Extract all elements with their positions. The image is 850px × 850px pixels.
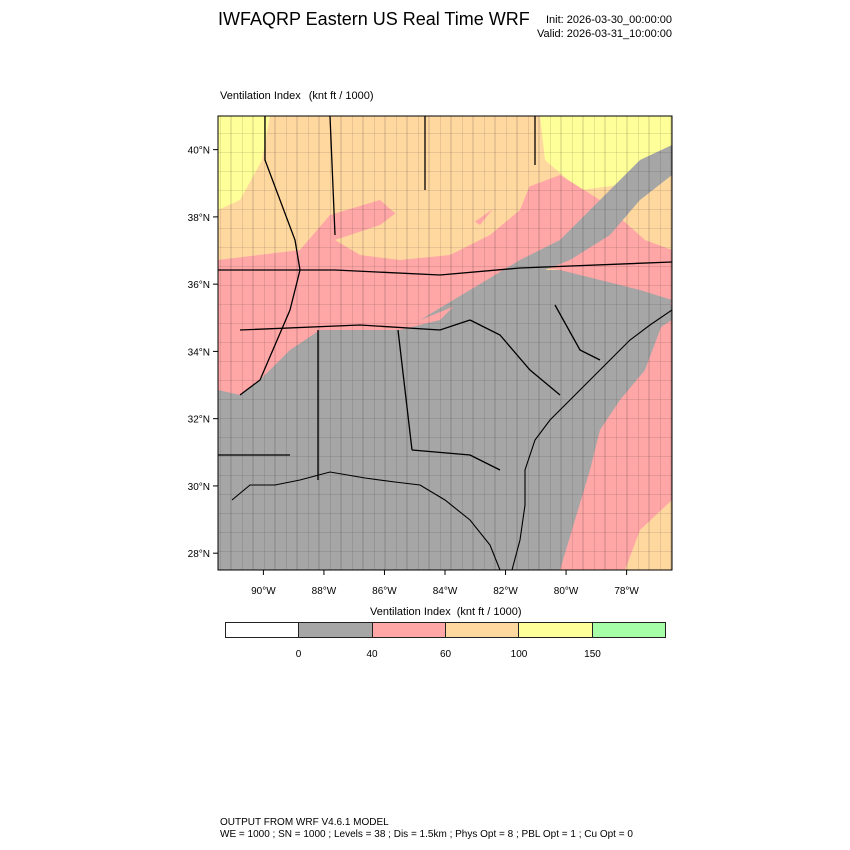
lon-tick-label: 78°W xyxy=(614,586,639,597)
coastline xyxy=(231,309,672,570)
latitude-ticks: 40°N 38°N 36°N 34°N 32°N 30°N 28°N xyxy=(188,146,218,560)
lat-tick-label: 30°N xyxy=(188,482,210,493)
colorbar-label: 60 xyxy=(439,649,452,660)
colorbar-segment xyxy=(226,623,300,637)
field-label: Ventilation Index (knt ft / 1000) xyxy=(220,90,374,102)
footer-model-line: OUTPUT FROM WRF V4.6.1 MODEL xyxy=(220,817,389,828)
lon-tick-label: 84°W xyxy=(433,586,458,597)
colorbar-segment xyxy=(592,623,665,637)
colorbar-label: 40 xyxy=(366,649,378,660)
lat-tick-label: 28°N xyxy=(188,549,210,560)
colorbar-title: Ventilation Index (knt ft / 1000) xyxy=(370,606,522,618)
lat-tick-label: 38°N xyxy=(188,213,210,224)
field-units: (knt ft / 1000) xyxy=(308,90,374,102)
colorbar-label: 150 xyxy=(584,649,601,660)
lon-tick-label: 90°W xyxy=(251,586,276,597)
state-boundaries xyxy=(218,116,672,480)
lon-tick-label: 86°W xyxy=(372,586,397,597)
lat-tick-label: 36°N xyxy=(188,280,210,291)
model-footer: OUTPUT FROM WRF V4.6.1 MODEL WE = 1000 ;… xyxy=(220,817,633,841)
colorbar xyxy=(225,622,666,638)
chart-title: IWFAQRP Eastern US Real Time WRF xyxy=(218,9,530,29)
colorbar-field-name: Ventilation Index xyxy=(370,606,451,618)
colorbar-segment xyxy=(445,623,520,637)
county-boundaries xyxy=(218,116,672,570)
colorbar-label: 100 xyxy=(510,649,528,660)
field-name: Ventilation Index xyxy=(220,90,301,102)
colorbar-units: (knt ft / 1000) xyxy=(456,606,522,618)
lat-tick-label: 40°N xyxy=(188,146,210,157)
lon-tick-label: 82°W xyxy=(493,586,518,597)
footer-config-line: WE = 1000 ; SN = 1000 ; Levels = 38 ; Di… xyxy=(220,829,633,840)
init-time: Init: 2026-03-30_00:00:00 xyxy=(546,14,672,26)
colorbar-segment xyxy=(519,623,593,637)
longitude-ticks: 90°W 88°W 86°W 84°W 82°W 80°W 78°W xyxy=(251,570,639,597)
colorbar-segment xyxy=(299,623,373,637)
lat-tick-label: 32°N xyxy=(188,415,210,426)
ventilation-index-map: 90°W 88°W 86°W 84°W 82°W 80°W 78°W 40°N 38°N 36°… xyxy=(188,115,673,597)
lon-tick-label: 88°W xyxy=(312,586,337,597)
colorbar-label: 0 xyxy=(295,649,302,660)
lon-tick-label: 80°W xyxy=(554,586,579,597)
run-time-info: Init: 2026-03-30_00:00:00 Valid: 2026-03… xyxy=(537,13,672,41)
lat-tick-label: 34°N xyxy=(188,347,210,358)
valid-time: Valid: 2026-03-31_10:00:00 xyxy=(537,28,672,40)
colorbar-segment xyxy=(372,623,446,637)
